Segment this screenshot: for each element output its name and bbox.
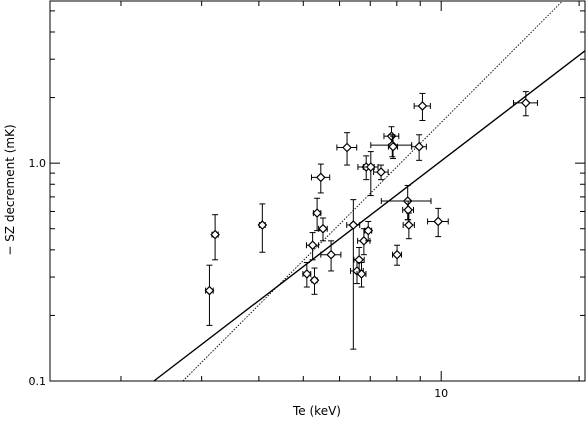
data-point [427, 207, 449, 238]
diamond-marker [307, 240, 318, 251]
diamond-marker [326, 249, 336, 260]
data-point [356, 261, 367, 288]
diamond-marker [404, 220, 414, 230]
diamond-marker [257, 220, 268, 230]
diamond-marker [342, 142, 352, 153]
diamond-marker [315, 172, 326, 183]
data-point [402, 212, 415, 240]
minor-ticks [50, 1, 585, 381]
data-point [373, 164, 389, 181]
data-point [402, 200, 414, 221]
diamond-marker [365, 162, 376, 172]
tick-labels: 10 0.1 1.0 [29, 157, 449, 400]
data-point [362, 151, 379, 197]
diamond-marker [318, 223, 328, 234]
diamond-marker [359, 235, 369, 246]
data-point [257, 203, 268, 253]
diamond-marker [414, 141, 424, 152]
data-point [413, 92, 431, 121]
diamond-marker [356, 269, 367, 279]
data-point [309, 267, 320, 295]
data-point [387, 135, 399, 160]
diamond-marker [354, 254, 364, 265]
data-point [512, 91, 538, 117]
diamond-marker [388, 141, 398, 152]
diamond-marker [417, 101, 428, 111]
data-point [392, 244, 402, 266]
diamond-marker [363, 225, 374, 236]
diamond-marker [376, 167, 386, 177]
data-point [204, 264, 215, 326]
data-point [312, 197, 322, 232]
x-axis-label: Te (keV) [292, 404, 341, 418]
diamond-marker [309, 275, 320, 286]
data-point [305, 232, 320, 261]
diamond-marker [392, 249, 402, 260]
diamond-marker [210, 229, 220, 240]
data-points [204, 91, 538, 350]
data-point [411, 134, 427, 161]
diamond-marker [403, 205, 414, 215]
data-point [310, 163, 331, 194]
diamond-marker [433, 216, 444, 227]
data-point [301, 261, 312, 288]
major-ticks [50, 1, 585, 382]
data-point [318, 217, 328, 242]
data-point [210, 214, 220, 261]
y-tick-label: 0.1 [29, 375, 47, 388]
y-tick-label: 1.0 [29, 157, 47, 170]
diamond-marker [312, 208, 322, 218]
diamond-marker [301, 269, 312, 279]
plot-frame [49, 0, 586, 382]
data-point [320, 240, 342, 272]
data-point [346, 199, 361, 350]
fit-line-dotted [182, 0, 563, 382]
diamond-marker [204, 285, 215, 296]
diamond-marker [520, 98, 531, 108]
y-axis-label: − SZ decrement (mK) [3, 124, 17, 255]
data-point [363, 220, 374, 242]
diamond-marker [348, 220, 359, 230]
x-tick-label: 10 [434, 387, 448, 400]
data-point [336, 132, 358, 166]
data-point [357, 228, 371, 256]
